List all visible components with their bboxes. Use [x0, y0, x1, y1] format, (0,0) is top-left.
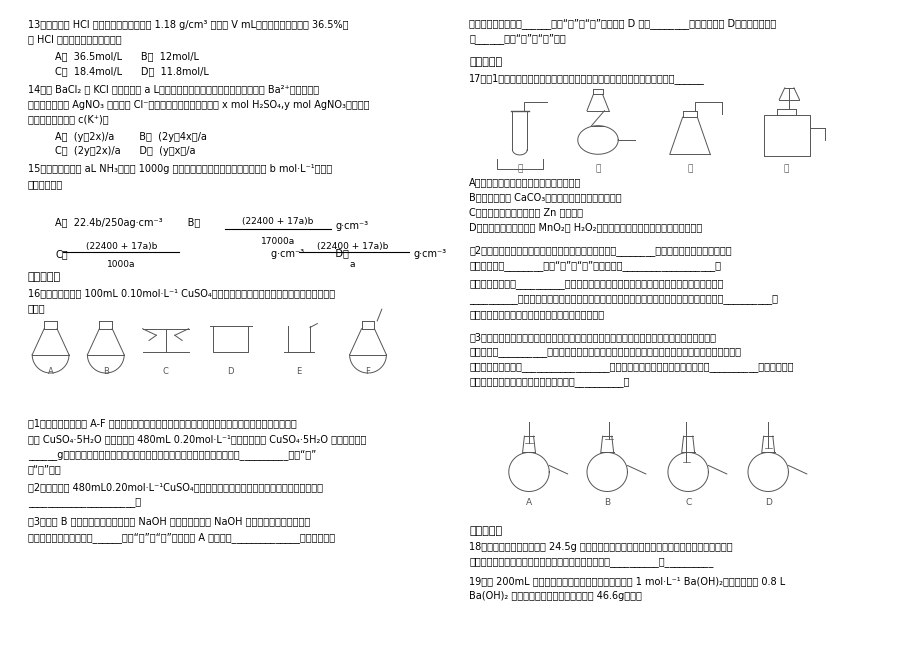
Text: A: A [526, 498, 531, 507]
Text: 偏______（填“高”或“低”）。: 偏______（填“高”或“低”）。 [469, 33, 565, 44]
Text: B．装置乙放入 CaCO₃和稀盐酸，并关闭出气口活塞: B．装置乙放入 CaCO₃和稀盐酸，并关闭出气口活塞 [469, 192, 621, 202]
Text: 1000a: 1000a [108, 260, 135, 270]
Text: B: B [103, 367, 108, 376]
Text: 用乙醇萸取？________（填“是”或“否”）。原因是___________________。: 用乙醇萸取？________（填“是”或“否”）。原因是____________… [469, 260, 720, 271]
Text: g·cm⁻³: g·cm⁻³ [414, 249, 447, 259]
Text: 氨水的密度为: 氨水的密度为 [28, 179, 62, 189]
Text: 丁: 丁 [783, 165, 789, 174]
Text: C: C [163, 367, 168, 376]
Text: A: A [48, 367, 53, 376]
Text: （3）分液后蒸馏提纯时，需要用到的玻璃付器除了酒精灯、蒸馏烧瓶、温度计、牛角管、锥形: （3）分液后蒸馏提纯时，需要用到的玻璃付器除了酒精灯、蒸馏烧瓶、温度计、牛角管、… [469, 332, 715, 342]
Text: C．  (2y－2x)/a      D．  (y－x）/a: C． (2y－2x)/a D． (y－x）/a [55, 146, 196, 156]
Text: 淡，另一份滴加 AgNO₃ 溶液，使 Cl⁻离子完全沉淡，反应中消耗 x mol H₂SO₄,y mol AgNO₃，据此得: 淡，另一份滴加 AgNO₃ 溶液，使 Cl⁻离子完全沉淡，反应中消耗 x mol… [28, 100, 369, 109]
Text: __________后，将分液漏斗置于搭架台的鐵圈上静置片刻，分层，分离上下层液体时，应先__________，: __________后，将分液漏斗置于搭架台的鐵圈上静置片刻，分层，分离上下层液… [469, 294, 777, 304]
Text: 该 HCl 水溶液的物质的量浓度是: 该 HCl 水溶液的物质的量浓度是 [28, 35, 121, 44]
Text: ______g，若所取的晶体已经有一部分失去了结晶水，则所配制的溶液浓度偏__________（填“高”: ______g，若所取的晶体已经有一部分失去了结晶水，则所配制的溶液浓度偏___… [28, 449, 315, 460]
Text: 四、计算题: 四、计算题 [469, 526, 502, 536]
Text: F: F [365, 367, 370, 376]
Text: （1）将上述实验步骤 A-F 按实验过程先后次序排列　　　　　　　　　　　　　　　　　　　　。: （1）将上述实验步骤 A-F 按实验过程先后次序排列 。 [28, 418, 296, 428]
Text: 14．有 BaCl₂ 和 KCl 的混合溶液 a L，将它均分成两份，一份滴加稀硫酸，使 Ba²⁺离子完全沉: 14．有 BaCl₂ 和 KCl 的混合溶液 a L，将它均分成两份，一份滴加稀… [28, 85, 318, 94]
Text: A．  36.5mol/L      B．  12mol/L: A． 36.5mol/L B． 12mol/L [55, 51, 199, 61]
Text: （3）步骤 B 通常称为转移，若是配制 NaOH 溶液，用水溶解 NaOH 固体后未冷却至室温即转: （3）步骤 B 通常称为转移，若是配制 NaOH 溶液，用水溶解 NaOH 固体… [28, 516, 310, 526]
Text: 丙: 丙 [686, 165, 692, 174]
Text: D: D [764, 498, 771, 507]
Text: a: a [349, 260, 355, 270]
Text: D．装置丁广口瓶中装有 MnO₂和 H₂O₂，关闭出气口止水夹，打开分液漏斗活塞: D．装置丁广口瓶中装有 MnO₂和 H₂O₂，关闭出气口止水夹，打开分液漏斗活塞 [469, 222, 702, 232]
Text: 17．（1）实验室制备气体时，若实验装置出现下图所示情况时，不漏气的是______: 17．（1）实验室制备气体时，若实验装置出现下图所示情况时，不漏气的是_____… [469, 73, 704, 84]
Text: (22400 + 17a)b: (22400 + 17a)b [242, 217, 313, 226]
Text: (22400 + 17a)b: (22400 + 17a)b [316, 242, 388, 251]
Text: 知原混合溶液中的 c(K⁺)为: 知原混合溶液中的 c(K⁺)为 [28, 115, 108, 124]
Text: 移，配制溶液的浓度将偏______（填“高”或“低”），步骤 A 通常称为______________，如果将该浓: 移，配制溶液的浓度将偏______（填“高”或“低”），步骤 A 通常称为___… [28, 532, 335, 543]
Text: A．装置甲用手捂试管一段时间，再松开手: A．装置甲用手捂试管一段时间，再松开手 [469, 177, 581, 187]
Text: ______________________。: ______________________。 [28, 497, 141, 506]
Text: (22400 + 17a)b: (22400 + 17a)b [85, 242, 157, 251]
Text: 17000a: 17000a [260, 237, 295, 246]
Text: C．: C． [55, 249, 68, 259]
Text: 然后打开活塞放出下层液体，上层液体从上口倒出。: 然后打开活塞放出下层液体，上层液体从上口倒出。 [469, 309, 604, 319]
Text: g·cm⁻³          D．: g·cm⁻³ D． [271, 249, 349, 259]
Text: 18．实验室制氧气时，若取 24.5g 氯酸钒，与一定量二氧化锤共热，完全反应可生成氯化钒物: 18．实验室制氧气时，若取 24.5g 氯酸钒，与一定量二氧化锤共热，完全反应可… [469, 542, 732, 551]
Text: B: B [604, 498, 609, 507]
Text: g·cm⁻³: g·cm⁻³ [335, 221, 369, 231]
Text: 问题：: 问题： [28, 303, 45, 313]
Text: 乙: 乙 [595, 165, 600, 174]
Text: （2）欲用萸取分液的方法在碲水中提取碲，一般可选用________为萸取剂，该操作中是否可改: （2）欲用萸取分液的方法在碲水中提取碲，一般可选用________为萸取剂，该操… [469, 245, 731, 256]
Text: 三、综合题: 三、综合题 [469, 57, 502, 67]
Text: 质的量是多少？生成的氧气在标准状况下体积是多少？__________，__________: 质的量是多少？生成的氧气在标准状况下体积是多少？__________，_____… [469, 557, 713, 566]
Text: C．  18.4mol/L      D．  11.8mol/L: C． 18.4mol/L D． 11.8mol/L [55, 66, 209, 76]
Text: C．装置丙锥瓶内放入金属 Zn 和稀硫酸: C．装置丙锥瓶内放入金属 Zn 和稀硫酸 [469, 207, 583, 217]
Text: 分液漏斗使用前须__________非洗涤备用，萸取时，先后加入待萸取液和萸取剂，经振荡并: 分液漏斗使用前须__________非洗涤备用，萸取时，先后加入待萸取液和萸取剂… [469, 279, 722, 289]
Text: D: D [226, 367, 233, 376]
Text: 续，配制的浓度将偏______（填“高”或“低”），步骤 D 称为________，若没有步骤 D，则配制的浓度: 续，配制的浓度将偏______（填“高”或“低”），步骤 D 称为_______… [469, 18, 776, 29]
Text: E: E [296, 367, 301, 376]
Text: 16．如图表示配制 100mL 0.10mol·L⁻¹ CuSO₄溶液的几个关键实验步骤和操作，据图回答下列: 16．如图表示配制 100mL 0.10mol·L⁻¹ CuSO₄溶液的几个关键… [28, 288, 335, 298]
Text: A．  (y－2x)/a        B．  (2y－4x）/a: A． (y－2x)/a B． (2y－4x）/a [55, 132, 207, 141]
Text: 甲: 甲 [516, 165, 522, 174]
Text: 19．在 200mL 磷酸和磷盐酸的混合溶液中，逐滴加入 1 mol·L⁻¹ Ba(OH)₂溶液，当加入 0.8 L: 19．在 200mL 磷酸和磷盐酸的混合溶液中，逐滴加入 1 mol·L⁻¹ B… [469, 576, 785, 586]
Text: 忘记加汸石，应进行__________________操作；下列装置中温度计位置正确的是__________，可能会导致: 忘记加汸石，应进行__________________操作；下列装置中温度计位置… [469, 362, 793, 372]
Text: 13．将一定量 HCl 气体溢于水形成密度为 1.18 g/cm³ 的溶液 V mL，溶液的质量分数为 36.5%，: 13．将一定量 HCl 气体溢于水形成密度为 1.18 g/cm³ 的溶液 V … [28, 20, 347, 29]
Text: 或“低”）。: 或“低”）。 [28, 464, 62, 474]
Text: 二、实验题: 二、实验题 [28, 272, 61, 282]
Text: 若用 CuSO₄·5H₂O 晶体来配制 480mL 0.20mol·L⁻¹的溶液需称取 CuSO₄·5H₂O 晶体的质量为: 若用 CuSO₄·5H₂O 晶体来配制 480mL 0.20mol·L⁻¹的溶液… [28, 434, 366, 444]
Text: C: C [685, 498, 690, 507]
Text: 瓶外，还有__________；蒸馏烧瓶加热时需加碎石棉网，瓶中液体层如汸石，若已开始加热，发现: 瓶外，还有__________；蒸馏烧瓶加热时需加碎石棉网，瓶中液体层如汸石，若… [469, 347, 741, 357]
Text: Ba(OH)₂ 时，溶液恰好中性，共得到沉淡 46.6g。试求: Ba(OH)₂ 时，溶液恰好中性，共得到沉淡 46.6g。试求 [469, 591, 641, 601]
Text: 15．将标准状况下 aL NH₃溶解于 1000g 水中，得到的氨水的物质的量浓度为 b mol·L⁻¹，则该: 15．将标准状况下 aL NH₃溶解于 1000g 水中，得到的氨水的物质的量浓… [28, 164, 332, 174]
Text: A．  22.4b/250ag·cm⁻³        B．: A． 22.4b/250ag·cm⁻³ B． [55, 218, 200, 228]
Text: （2）写出配制 480mL0.20mol·L⁻¹CuSO₄溶液所需要用到的玻璃付器的名称：烧杯、量筒、: （2）写出配制 480mL0.20mol·L⁻¹CuSO₄溶液所需要用到的玻璃付… [28, 482, 323, 492]
Text: 收集到的产品中混有低永点杂质的装置是__________。: 收集到的产品中混有低永点杂质的装置是__________。 [469, 377, 629, 387]
